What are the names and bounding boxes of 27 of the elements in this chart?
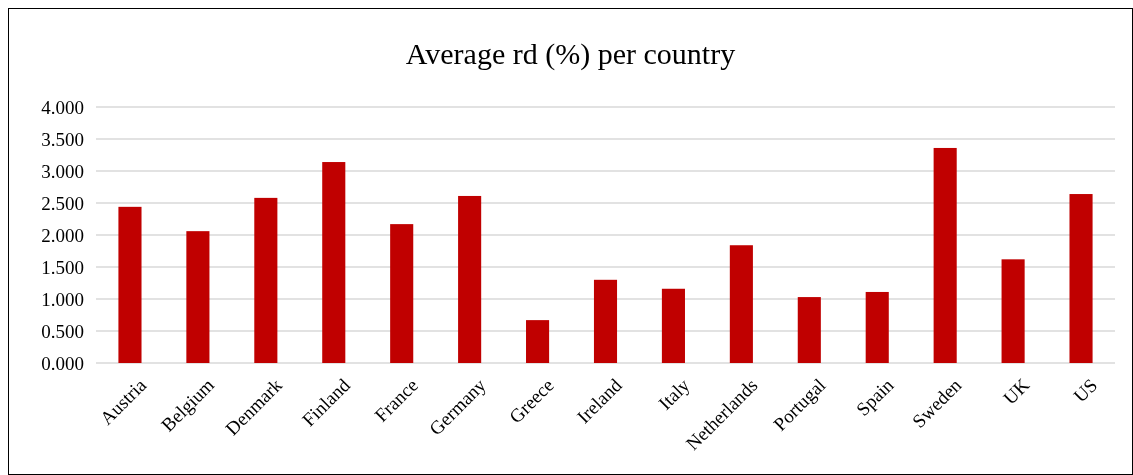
bar bbox=[526, 320, 550, 363]
bar bbox=[458, 195, 482, 363]
y-tick-label: 3.000 bbox=[41, 160, 84, 182]
x-tick-label: US bbox=[1069, 374, 1102, 407]
x-tick-label: UK bbox=[999, 374, 1034, 409]
y-tick-label: 3.500 bbox=[41, 128, 84, 150]
y-tick-label: 0.500 bbox=[41, 320, 84, 342]
bar bbox=[933, 147, 957, 363]
bar bbox=[186, 231, 210, 363]
chart-title: Average rd (%) per country bbox=[405, 37, 736, 71]
bar bbox=[390, 224, 414, 363]
y-tick-label: 4.000 bbox=[41, 96, 84, 118]
bar bbox=[593, 279, 618, 363]
bar bbox=[118, 206, 142, 363]
bar bbox=[322, 162, 346, 363]
y-tick-label: 2.000 bbox=[41, 224, 84, 246]
bar bbox=[661, 288, 685, 363]
y-tick-label: 2.500 bbox=[41, 192, 84, 214]
bar bbox=[1001, 259, 1025, 363]
y-tick-label: 1.000 bbox=[41, 288, 84, 310]
bar bbox=[1069, 194, 1093, 363]
bar bbox=[729, 245, 753, 363]
y-tick-label: 0.000 bbox=[41, 352, 84, 374]
bar bbox=[254, 197, 278, 363]
bar bbox=[797, 297, 821, 363]
y-tick-label: 1.500 bbox=[41, 256, 84, 278]
bar bbox=[865, 291, 889, 363]
